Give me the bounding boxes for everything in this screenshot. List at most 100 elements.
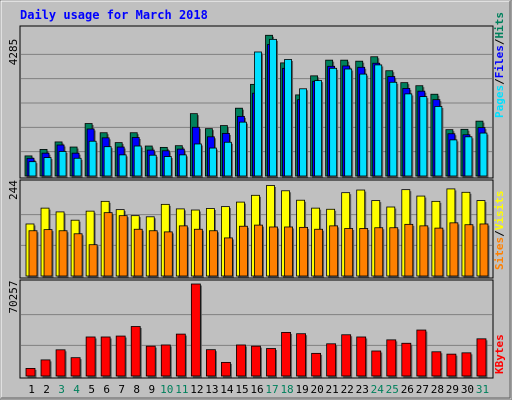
bar-kbytes-13: [205, 349, 216, 377]
bar-kbytes-25: [386, 339, 397, 377]
bar-sites-5: [88, 244, 98, 277]
bar-pages-13: [208, 147, 217, 177]
x-tick-label: 31: [476, 383, 489, 396]
bar-kbytes-29: [446, 353, 457, 377]
x-tick-label: 25: [386, 383, 399, 396]
bar-sites-6: [103, 212, 113, 277]
x-tick-label: 7: [118, 383, 125, 396]
legend-files: Files: [493, 45, 506, 78]
bar-pages-19: [299, 88, 307, 177]
bar-sites-8: [133, 228, 143, 277]
x-tick-label: 21: [326, 383, 339, 396]
bar-pages-9: [148, 154, 157, 177]
bar-sites-25: [389, 227, 399, 277]
x-tick-label: 17: [265, 383, 278, 396]
legend-pages: Pages: [493, 85, 506, 118]
bar-sites-16: [254, 224, 263, 277]
bar-pages-31: [479, 132, 488, 177]
x-tick-label: 4: [73, 383, 80, 396]
bar-sites-30: [464, 224, 474, 277]
x-tick-label: 9: [148, 383, 155, 396]
x-tick-label: 20: [311, 383, 324, 396]
bar-sites-20: [314, 228, 324, 277]
bar-pages-4: [73, 157, 82, 177]
bar-kbytes-27: [416, 329, 427, 377]
bar-pages-27: [419, 96, 428, 177]
bar-kbytes-18: [281, 331, 291, 377]
bar-sites-1: [28, 230, 38, 277]
bar-kbytes-28: [431, 351, 442, 377]
bar-kbytes-1: [25, 368, 36, 377]
bar-kbytes-24: [371, 350, 382, 377]
bar-pages-7: [118, 154, 127, 177]
bar-pages-14: [224, 141, 232, 177]
bar-kbytes-17: [266, 348, 276, 377]
x-tick-label: 2: [43, 383, 50, 396]
bar-kbytes-9: [145, 345, 156, 377]
bar-pages-22: [344, 68, 353, 177]
bar-kbytes-16: [251, 345, 261, 377]
bar-kbytes-20: [311, 352, 322, 377]
bar-pages-29: [449, 139, 458, 177]
bar-kbytes-8: [130, 326, 141, 377]
bar-pages-26: [404, 93, 413, 177]
x-tick-label: 13: [205, 383, 218, 396]
legend-hits: Pages/Files/Hits: [493, 12, 506, 118]
y-max-label-visits: 244: [7, 180, 20, 200]
bar-pages-5: [88, 140, 97, 177]
bars-layer: [24, 34, 490, 378]
legend-sep-2: /: [493, 38, 506, 45]
x-tick-label: 14: [220, 383, 234, 396]
bar-sites-19: [299, 226, 308, 277]
bar-kbytes-2: [40, 359, 51, 377]
bar-sites-11: [178, 225, 188, 277]
x-tick-label: 24: [371, 383, 385, 396]
bar-sites-13: [208, 230, 218, 277]
legend-sep-3: /: [493, 230, 506, 237]
bar-kbytes-14: [221, 361, 231, 377]
bar-pages-6: [103, 146, 112, 177]
x-tick-label: 19: [295, 383, 308, 396]
bar-sites-24: [374, 227, 384, 277]
bar-sites-2: [43, 229, 53, 277]
legend-kbytes-label: KBytes: [493, 334, 506, 374]
bar-sites-12: [193, 228, 203, 277]
bar-kbytes-7: [115, 335, 126, 377]
legend-kbytes: KBytes: [493, 334, 506, 374]
x-tick-label: 16: [250, 383, 263, 396]
bar-pages-24: [374, 64, 383, 177]
bar-kbytes-5: [85, 336, 96, 377]
chart-title: Daily usage for March 2018: [20, 8, 208, 22]
bar-sites-10: [163, 231, 173, 277]
bar-pages-23: [359, 73, 368, 177]
legend-sites: Sites: [493, 237, 506, 270]
bar-sites-15: [239, 225, 248, 277]
bar-kbytes-31: [476, 338, 487, 377]
bar-kbytes-19: [296, 333, 306, 377]
x-tick-label: 28: [431, 383, 444, 396]
bar-kbytes-21: [326, 343, 337, 377]
bar-kbytes-11: [175, 333, 186, 377]
bar-pages-15: [239, 121, 247, 177]
bar-sites-22: [344, 228, 354, 277]
bar-sites-21: [329, 225, 339, 277]
bar-pages-3: [58, 151, 67, 177]
bar-kbytes-23: [356, 336, 367, 377]
bar-pages-30: [464, 136, 473, 177]
x-tick-label: 29: [446, 383, 459, 396]
bar-sites-14: [224, 237, 233, 277]
bar-sites-29: [449, 222, 459, 277]
bar-kbytes-22: [341, 334, 352, 377]
legend-hits-label: Hits: [493, 12, 506, 39]
legend-visits: Sites/Visits: [493, 191, 506, 271]
bar-kbytes-4: [70, 357, 81, 377]
bar-kbytes-3: [55, 349, 66, 377]
bar-sites-7: [118, 215, 128, 277]
legend-sep-1: /: [493, 78, 506, 85]
bar-pages-2: [43, 157, 52, 177]
bar-pages-25: [389, 81, 398, 177]
x-tick-label: 26: [401, 383, 414, 396]
x-tick-label: 10: [160, 383, 173, 396]
bar-kbytes-6: [100, 336, 111, 377]
